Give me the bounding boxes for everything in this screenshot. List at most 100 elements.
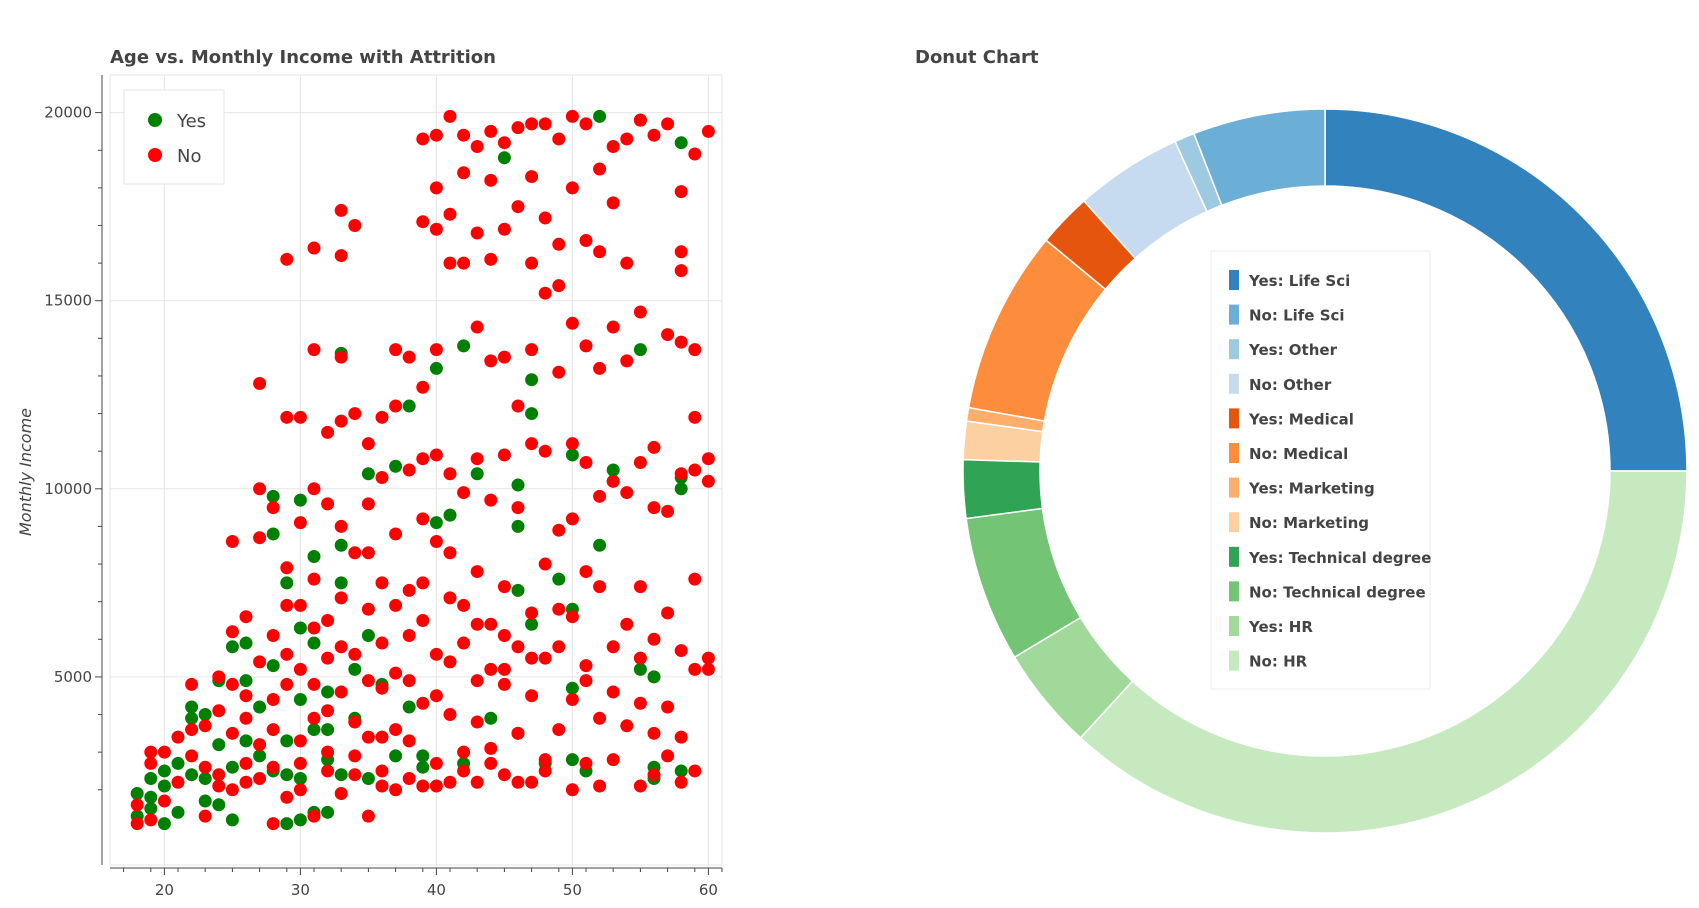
point-no (552, 237, 566, 251)
point-no (688, 764, 702, 778)
point-no (674, 264, 688, 278)
point-no (293, 783, 307, 797)
point-no (334, 640, 348, 654)
donut-slices (962, 108, 1688, 834)
point-yes (593, 109, 607, 123)
point-no (470, 775, 484, 789)
point-no (171, 730, 185, 744)
point-no (593, 779, 607, 793)
point-yes (443, 508, 457, 522)
point-no (334, 787, 348, 801)
point-no (606, 196, 620, 210)
point-no (565, 437, 579, 451)
point-no (239, 711, 253, 725)
point-no (225, 783, 239, 797)
donut-legend-label: No: Other (1249, 376, 1332, 394)
point-yes (171, 756, 185, 770)
point-no (293, 662, 307, 676)
point-yes (280, 768, 294, 782)
point-no (470, 452, 484, 466)
point-no (225, 677, 239, 691)
point-no (674, 335, 688, 349)
point-no (321, 704, 335, 718)
point-yes (321, 805, 335, 819)
point-yes (647, 670, 661, 684)
point-no (647, 726, 661, 740)
point-no (579, 117, 593, 131)
point-no (579, 659, 593, 673)
point-yes (321, 723, 335, 737)
point-no (266, 501, 280, 515)
point-no (647, 768, 661, 782)
point-no (416, 696, 430, 710)
point-no (348, 768, 362, 782)
point-no (525, 437, 539, 451)
point-no (606, 753, 620, 767)
point-no (470, 139, 484, 153)
point-no (552, 640, 566, 654)
point-no (538, 557, 552, 571)
point-no (253, 482, 267, 496)
point-no (429, 779, 443, 793)
donut-legend-label: No: Technical degree (1249, 583, 1426, 601)
point-no (633, 779, 647, 793)
point-no (484, 756, 498, 770)
point-no (280, 252, 294, 266)
point-no (280, 677, 294, 691)
point-yes (633, 343, 647, 357)
point-yes (389, 459, 403, 473)
point-no (701, 124, 715, 138)
point-no (402, 629, 416, 643)
point-no (484, 662, 498, 676)
point-yes (361, 629, 375, 643)
point-no (185, 749, 199, 763)
point-yes (157, 779, 171, 793)
point-no (402, 734, 416, 748)
point-no (293, 756, 307, 770)
scatter-gridlines (110, 75, 722, 865)
point-no (307, 241, 321, 255)
point-no (511, 775, 525, 789)
point-no (457, 598, 471, 612)
point-no (253, 531, 267, 545)
scatter-chart: Age vs. Monthly Income with Attrition Mo… (16, 47, 723, 899)
point-no (674, 245, 688, 259)
point-yes (321, 685, 335, 699)
point-no (484, 741, 498, 755)
donut-legend-label: Yes: Life Sci (1248, 272, 1350, 290)
point-yes (198, 794, 212, 808)
point-no (565, 692, 579, 706)
y-tick-label: 15000 (44, 292, 92, 310)
donut-legend-label: Yes: HR (1248, 618, 1313, 636)
point-yes (525, 617, 539, 631)
point-no (348, 546, 362, 560)
legend-swatch (1229, 443, 1239, 463)
point-no (266, 629, 280, 643)
scatter-title: Age vs. Monthly Income with Attrition (110, 47, 496, 68)
point-yes (334, 768, 348, 782)
point-no (416, 512, 430, 526)
point-no (620, 256, 634, 270)
point-no (470, 715, 484, 729)
point-no (701, 651, 715, 665)
point-no (443, 467, 457, 481)
point-yes (552, 572, 566, 586)
point-yes (280, 734, 294, 748)
point-yes (348, 662, 362, 676)
donut-title: Donut Chart (915, 47, 1039, 68)
point-no (293, 598, 307, 612)
point-yes (525, 373, 539, 387)
point-yes (185, 700, 199, 714)
point-no (361, 730, 375, 744)
point-no (565, 181, 579, 195)
point-no (293, 734, 307, 748)
scatter-y-axis-label: Monthly Income (16, 408, 35, 536)
point-no (157, 745, 171, 759)
point-no (525, 117, 539, 131)
point-yes (212, 738, 226, 752)
x-tick-label: 40 (427, 881, 446, 899)
point-no (633, 455, 647, 469)
point-no (470, 320, 484, 334)
point-no (620, 719, 634, 733)
scatter-legend-box (123, 89, 225, 185)
